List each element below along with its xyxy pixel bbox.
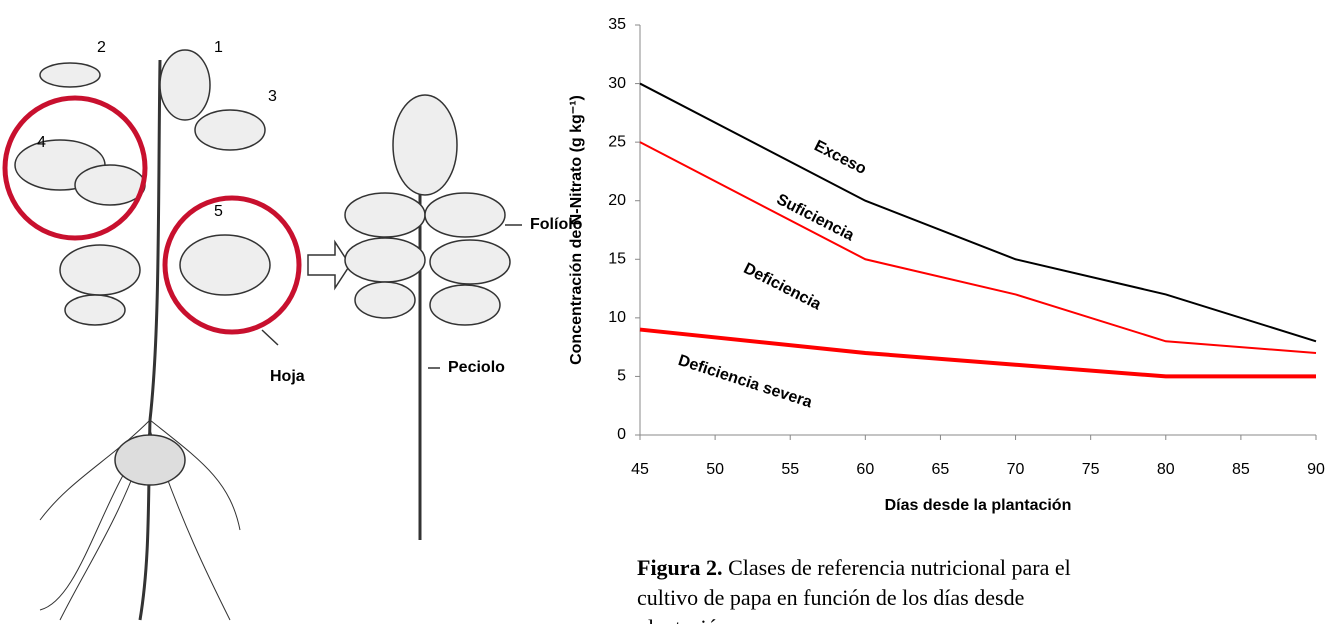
x-tick-label: 55: [781, 461, 799, 478]
x-tick-label: 85: [1232, 461, 1250, 478]
line-series: [639, 141, 1317, 354]
x-tick-label: 70: [1007, 461, 1025, 478]
illustration-label: 4: [37, 134, 46, 151]
x-tick-label: 60: [856, 461, 874, 478]
x-tick-label: 45: [631, 461, 649, 478]
illustration-label: 2: [97, 39, 106, 56]
y-tick-label: 25: [608, 133, 626, 150]
y-tick-label: 10: [608, 309, 626, 326]
x-tick-label: 75: [1082, 461, 1100, 478]
illustration-label: Hoja: [270, 368, 305, 385]
y-tick-label: 5: [617, 368, 626, 385]
x-tick-label: 80: [1157, 461, 1175, 478]
annotation: Deficiencia severa: [676, 352, 814, 411]
y-tick-label: 0: [617, 426, 626, 443]
y-tick-label: 35: [608, 16, 626, 33]
x-tick-label: 65: [932, 461, 950, 478]
caption-text: Clases de referencia nutricional para el…: [637, 555, 1071, 624]
illustration-label: Peciolo: [448, 359, 505, 376]
annotation: Deficiencia: [741, 260, 824, 314]
line-series: [639, 82, 1317, 343]
x-tick-label: 90: [1307, 461, 1325, 478]
x-tick-label: 50: [706, 461, 724, 478]
annotation: Exceso: [811, 137, 869, 178]
illustration-label: 1: [214, 39, 223, 56]
line-series: [639, 327, 1316, 379]
y-axis-title: Concentración de N-Nitrato (g kg⁻¹): [568, 95, 585, 365]
plant-illustration: [2, 49, 522, 621]
illustration-label: Folíolo: [530, 216, 583, 233]
x-axis-title: Días desde la plantación: [885, 497, 1072, 514]
y-tick-label: 20: [608, 192, 626, 209]
illustration-label: 3: [268, 88, 277, 105]
illustration-label: 5: [214, 203, 223, 220]
caption-label: Figura 2.: [637, 555, 723, 580]
y-tick-label: 30: [608, 75, 626, 92]
y-tick-label: 15: [608, 251, 626, 268]
caption: Figura 2. Clases de referencia nutricion…: [637, 553, 1097, 624]
